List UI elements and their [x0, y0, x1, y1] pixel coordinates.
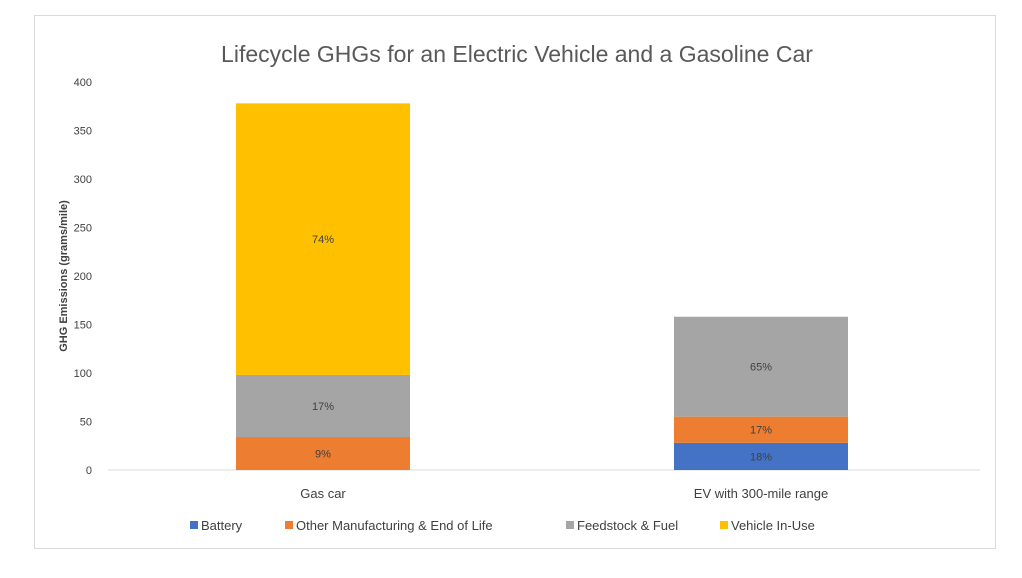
y-axis-label: GHG Emissions (grams/mile): [58, 200, 70, 352]
bar-segment: [236, 103, 410, 375]
y-tick-label: 350: [74, 126, 92, 138]
data-label: 17%: [312, 401, 334, 413]
y-tick-label: 300: [74, 174, 92, 186]
bar-segment: [674, 316, 848, 417]
category-label: EV with 300-mile range: [694, 486, 828, 501]
legend-swatch: [190, 521, 198, 529]
y-tick-label: 250: [74, 223, 92, 235]
bar-segment: [674, 416, 848, 443]
legend-item: Feedstock & Fuel: [577, 518, 678, 533]
y-tick-label: 400: [74, 77, 92, 89]
data-label: 74%: [312, 234, 334, 246]
y-tick-label: 50: [80, 417, 92, 429]
legend-swatch: [720, 521, 728, 529]
legend-item: Other Manufacturing & End of Life: [296, 518, 493, 533]
data-label: 65%: [750, 362, 772, 374]
y-tick-label: 200: [74, 271, 92, 283]
bar-segment: [236, 374, 410, 438]
chart-title: Lifecycle GHGs for an Electric Vehicle a…: [221, 41, 813, 67]
y-tick-label: 100: [74, 368, 92, 380]
legend-item: Battery: [201, 518, 243, 533]
legend-item: Vehicle In-Use: [731, 518, 815, 533]
bar-segment: [674, 442, 848, 470]
bar-segment: [236, 437, 410, 470]
data-label: 9%: [315, 449, 331, 461]
legend-swatch: [566, 521, 574, 529]
y-tick-label: 0: [86, 465, 92, 477]
legend-swatch: [285, 521, 293, 529]
data-label: 18%: [750, 451, 772, 463]
data-label: 17%: [750, 425, 772, 437]
y-tick-label: 150: [74, 320, 92, 332]
category-label: Gas car: [300, 486, 346, 501]
